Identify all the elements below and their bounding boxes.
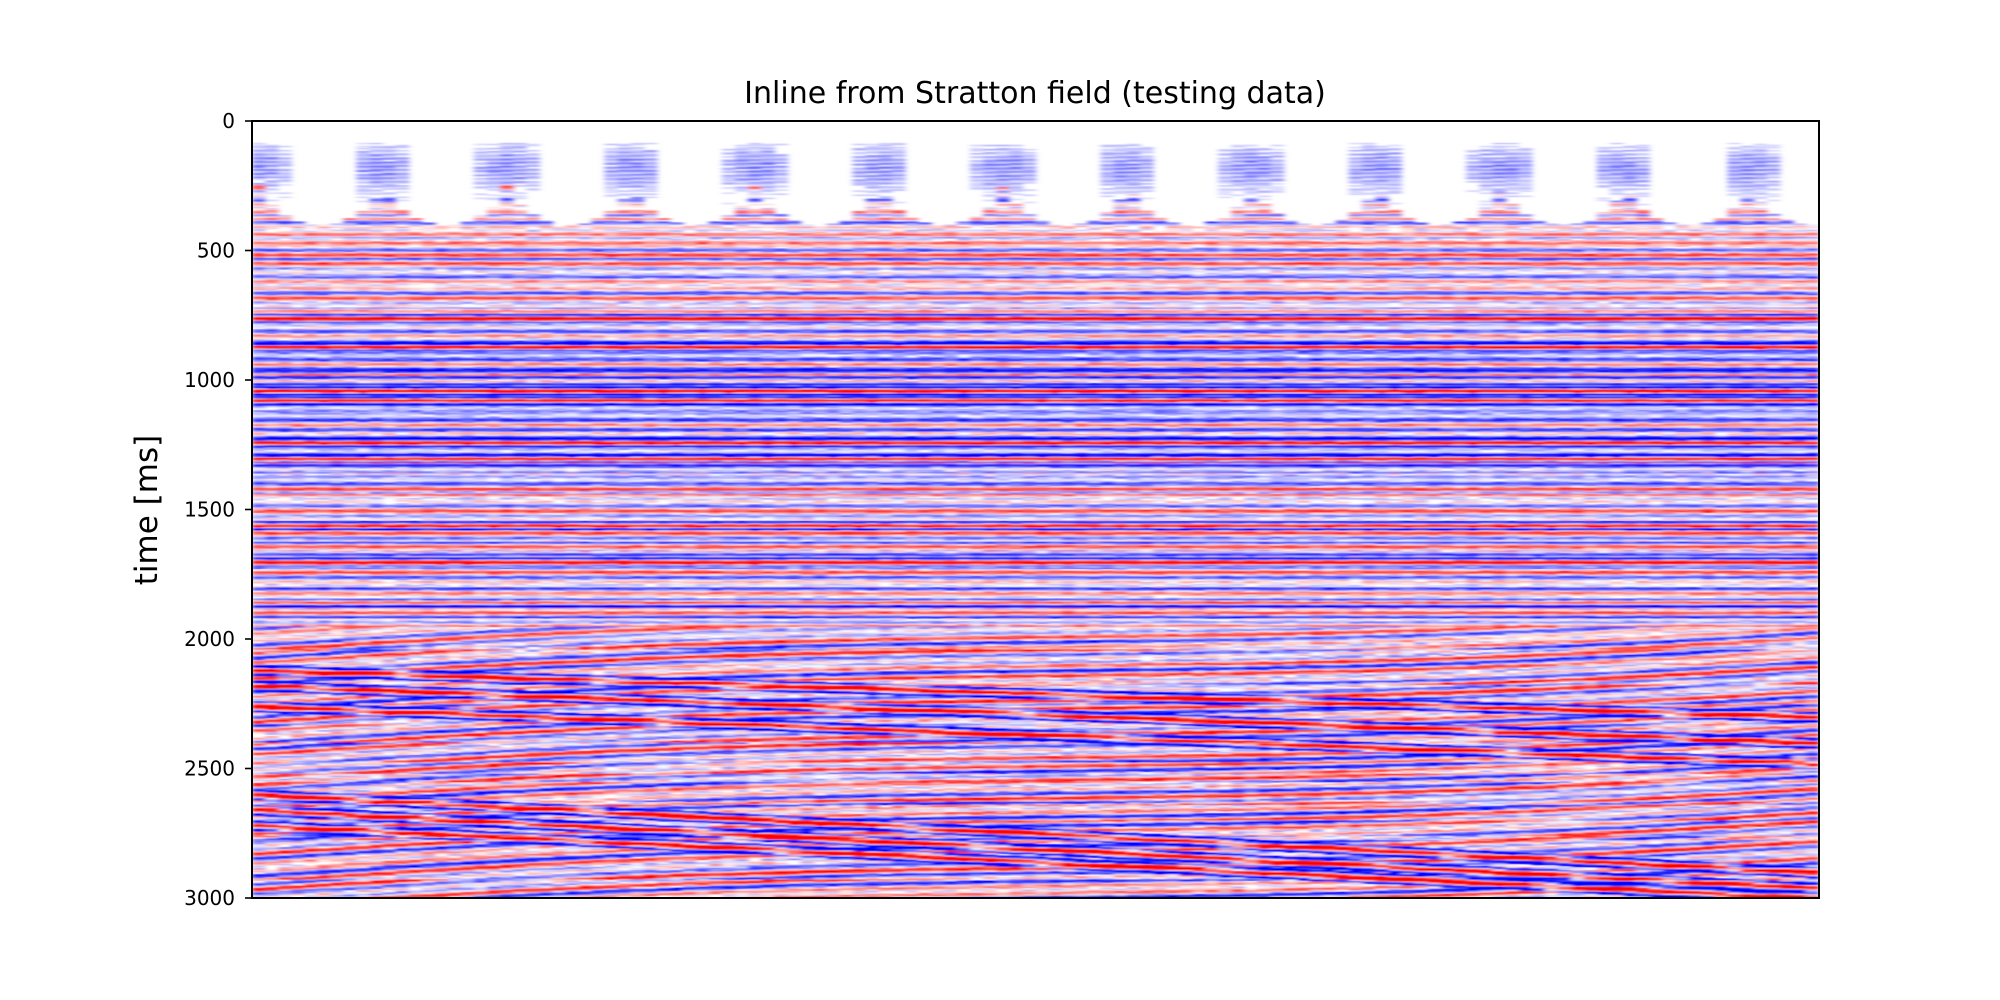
- amplitude-cell: [252, 589, 266, 590]
- amplitude-cell: [252, 167, 266, 168]
- amplitude-cell: [252, 472, 266, 473]
- amplitude-cell: [252, 638, 266, 639]
- amplitude-cell: [252, 771, 266, 772]
- amplitude-cell: [252, 289, 266, 290]
- amplitude-cell: [252, 636, 266, 637]
- amplitude-cell: [252, 659, 266, 660]
- amplitude-cell: [252, 582, 266, 583]
- amplitude-cell: [252, 434, 266, 435]
- amplitude-cell: [252, 763, 266, 764]
- amplitude-cell: [252, 391, 266, 392]
- amplitude-cell: [252, 467, 266, 468]
- amplitude-cell: [252, 336, 266, 337]
- amplitude-cell: [252, 218, 266, 219]
- amplitude-cell: [252, 755, 266, 756]
- amplitude-cell: [252, 512, 266, 513]
- amplitude-cell: [252, 518, 266, 519]
- amplitude-cell: [252, 212, 266, 213]
- amplitude-cell: [252, 795, 266, 796]
- amplitude-cell: [252, 230, 266, 231]
- amplitude-cell: [252, 649, 266, 650]
- amplitude-cell: [252, 732, 266, 733]
- chart-title: Inline from Stratton field (testing data…: [744, 76, 1326, 111]
- amplitude-cell: [252, 456, 266, 457]
- amplitude-cell: [252, 272, 266, 273]
- amplitude-cell: [252, 285, 266, 286]
- amplitude-cell: [252, 303, 266, 304]
- amplitude-cell: [252, 595, 266, 596]
- amplitude-cell: [252, 499, 266, 500]
- amplitude-cell: [252, 307, 266, 308]
- amplitude-cell: [252, 529, 266, 530]
- amplitude-cell: [252, 407, 266, 408]
- amplitude-cell: [252, 381, 266, 382]
- amplitude-cell: [252, 354, 266, 355]
- amplitude-cell: [252, 208, 266, 209]
- plot-area: [252, 121, 1820, 898]
- amplitude-cell: [252, 780, 266, 781]
- amplitude-cell: [252, 183, 266, 184]
- amplitude-cell: [252, 174, 266, 175]
- amplitude-cell: [252, 179, 266, 180]
- amplitude-cell: [252, 188, 266, 189]
- amplitude-cell: [252, 162, 266, 163]
- amplitude-cell: [252, 294, 266, 295]
- amplitude-cell: [252, 563, 266, 564]
- amplitude-cell: [252, 579, 266, 580]
- amplitude-cell: [252, 526, 266, 527]
- amplitude-cell: [252, 496, 266, 497]
- amplitude-cell: [252, 713, 266, 714]
- amplitude-cell: [252, 171, 266, 172]
- amplitude-cell: [252, 192, 266, 193]
- amplitude-cell: [252, 344, 266, 345]
- amplitude-cell: [252, 237, 266, 238]
- amplitude-cell: [252, 568, 266, 569]
- amplitude-cell: [252, 773, 266, 774]
- amplitude-cell: [252, 640, 266, 641]
- amplitude-cell: [252, 332, 266, 333]
- amplitude-cell: [252, 745, 266, 746]
- amplitude-cell: [252, 699, 266, 700]
- amplitude-cell: [252, 147, 266, 148]
- amplitude-cell: [252, 778, 266, 779]
- amplitude-cell: [252, 326, 266, 327]
- amplitude-cell: [252, 151, 266, 152]
- amplitude-cell: [252, 618, 266, 619]
- amplitude-cell: [252, 260, 266, 261]
- amplitude-cell: [252, 143, 266, 144]
- amplitude-cell: [252, 401, 266, 402]
- amplitude-cell: [252, 227, 266, 228]
- amplitude-cell: [252, 414, 266, 415]
- amplitude-cell: [252, 324, 266, 325]
- amplitude-cell: [252, 245, 266, 246]
- amplitude-cell: [252, 654, 266, 655]
